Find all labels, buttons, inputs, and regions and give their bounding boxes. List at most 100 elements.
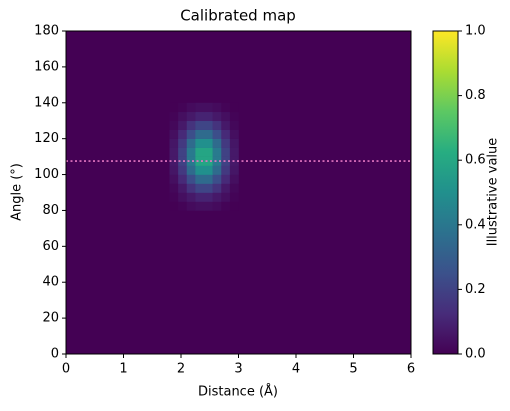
heatmap-cell [169,111,179,122]
x-tick-label: 5 [349,362,357,377]
heatmap-cell [195,165,205,175]
heatmap-cell [221,111,231,122]
heatmap-cell [204,201,213,211]
heatmap-cell [169,156,179,166]
heatmap-cell [229,201,239,211]
x-tick-label: 1 [119,362,127,377]
heatmap-cell [186,129,196,139]
x-tick-label: 6 [407,362,415,377]
heatmap-cell [221,147,231,157]
heatmap-cell [169,174,179,184]
colorbar-tick-label: 0.8 [465,88,486,103]
heatmap-cell [169,201,179,211]
heatmap-cell [186,138,196,148]
colorbar-tick-label: 1.0 [465,24,486,39]
heatmap-cell [212,120,222,130]
y-tick-label: 180 [34,24,59,39]
y-axis-label: Angle (°) [10,163,25,221]
heatmap-cell [195,201,205,211]
heatmap-cell [195,192,205,202]
heatmap-cell [229,192,239,202]
heatmap-cell [178,138,188,148]
heatmap-cell [204,111,213,122]
heatmap-cell [195,138,205,148]
heatmap-cell [212,174,222,184]
heatmap-cell [221,165,231,175]
heatmap-cell [195,174,205,184]
heatmap-cell [212,102,222,113]
heatmap-cell [186,102,196,113]
heatmap-cell [186,111,196,122]
y-tick-label: 60 [42,239,59,254]
heatmap-cell [195,183,205,193]
heatmap-cell [204,138,213,148]
heatmap-cell [169,120,179,130]
colorbar-tick-label: 0.4 [465,217,486,232]
heatmap-cell [178,174,188,184]
y-tick-label: 20 [42,311,59,326]
heatmap-cell [212,156,222,166]
heatmap-cell [204,129,213,139]
heatmap-cell [212,183,222,193]
heatmap-cell [229,174,239,184]
heatmap-cell [186,183,196,193]
x-tick-label: 2 [177,362,185,377]
x-tick-label: 0 [62,362,70,377]
heatmap-cell [178,192,188,202]
x-axis-label: Distance (Å) [198,384,278,400]
colorbar-tick-label: 0.0 [465,347,486,362]
heatmap-cell [178,156,188,166]
heatmap-cell [221,201,231,211]
heatmap-cell [221,120,231,130]
heatmap-cell [204,120,213,130]
heatmap-cell [229,165,239,175]
colorbar-tick-label: 0.2 [465,282,486,297]
y-tick-label: 0 [51,347,59,362]
heatmap-cell [204,102,213,113]
heatmap-cell [204,183,213,193]
colorbar [432,30,459,355]
heatmap-cell [178,201,188,211]
heatmap-cell [186,156,196,166]
heatmap-cell [195,120,205,130]
y-tick-label: 80 [42,203,59,218]
heatmap-cell [221,156,231,166]
heatmap-cell [186,147,196,157]
heatmap-cell [212,129,222,139]
heatmap-cell [212,147,222,157]
heatmap-cell [169,138,179,148]
chart-title: Calibrated map [180,7,296,25]
heatmap-cell [229,138,239,148]
heatmap-cell [221,192,231,202]
heatmap-cell [204,192,213,202]
heatmap-cell [169,147,179,157]
heatmap-cell [178,165,188,175]
heatmap-cell [169,192,179,202]
heatmap-cell [229,120,239,130]
heatmap-cell [229,129,239,139]
heatmap-cell [186,174,196,184]
y-tick-label: 40 [42,275,59,290]
heatmap-cell [204,156,213,166]
heatmap-cell [195,102,205,113]
heatmap-cell [229,102,239,113]
heatmap-cell [195,111,205,122]
heatmap-cell [212,111,222,122]
heatmap-cell [178,147,188,157]
heatmap-cell [195,147,205,157]
heatmap-cell [221,183,231,193]
heatmap-cell [204,165,213,175]
heatmap-cell [169,183,179,193]
heatmap-cell [186,201,196,211]
heatmap-cell [178,111,188,122]
heatmap-cell [186,192,196,202]
y-tick-label: 120 [34,131,59,146]
heatmap-cell [186,120,196,130]
heatmap-cell [212,192,222,202]
colorbar-label: Illustrative value [486,138,501,247]
y-tick-label: 100 [34,167,59,182]
heatmap-cell [212,201,222,211]
heatmap-cell [212,138,222,148]
heatmap-cell [204,147,213,157]
